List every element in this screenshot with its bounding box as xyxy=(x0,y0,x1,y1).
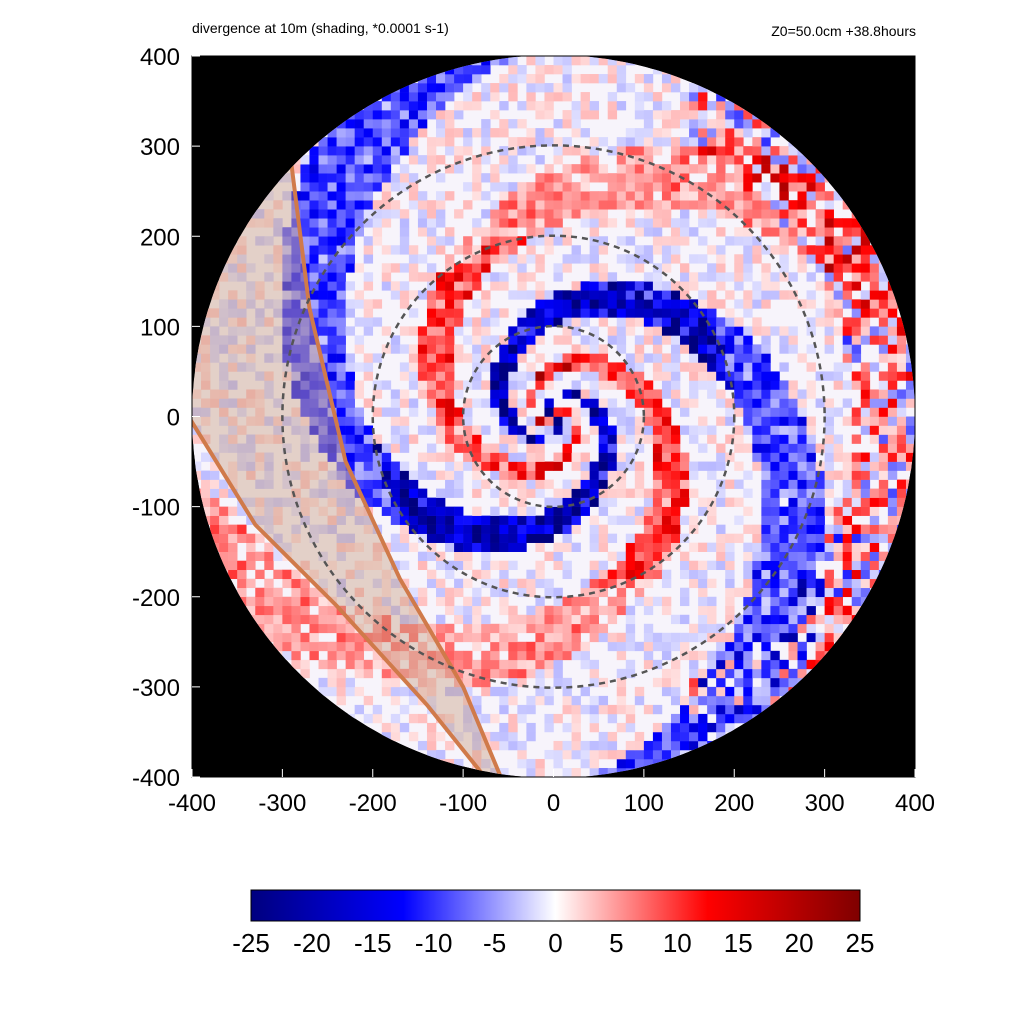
chart-info: Z0=50.0cm +38.8hours xyxy=(771,23,916,39)
colorbar-tick-label: -10 xyxy=(415,928,453,958)
x-tick-label: -100 xyxy=(439,790,487,817)
range-ring xyxy=(371,234,736,599)
y-tick-label: 400 xyxy=(140,44,180,71)
colorbar-tick-label: -5 xyxy=(483,928,506,958)
range-rings xyxy=(281,144,826,689)
colorbar-tick-label: 0 xyxy=(548,928,562,958)
x-tick-label: 200 xyxy=(714,790,754,817)
x-tick-label: 400 xyxy=(895,790,935,817)
x-tick-label: 0 xyxy=(547,790,560,817)
colorbar-tick-label: 25 xyxy=(846,928,875,958)
x-tick-label: 300 xyxy=(805,790,845,817)
colorbar-tick-label: 10 xyxy=(663,928,692,958)
chart-title: divergence at 10m (shading, *0.0001 s-1) xyxy=(192,20,449,36)
range-ring xyxy=(461,324,646,509)
range-ring xyxy=(281,144,826,689)
y-tick-label: 300 xyxy=(140,134,180,161)
colorbar-tick-label: -20 xyxy=(293,928,331,958)
land-region xyxy=(192,55,511,778)
y-tick-label: -100 xyxy=(132,495,180,522)
y-tick-label: -400 xyxy=(132,765,180,792)
colorbar-tick-label: -15 xyxy=(354,928,392,958)
colorbar: -25 -20 -15 -10 -5 0 5 10 15 20 25 xyxy=(232,889,875,958)
y-tick-label: -200 xyxy=(132,585,180,612)
colorbar-tick-label: 20 xyxy=(785,928,814,958)
x-axis: -400 -300 -200 -100 0 100 200 300 400 xyxy=(168,769,935,817)
y-tick-label: 100 xyxy=(140,314,180,341)
divergence-field xyxy=(192,55,915,778)
colorbar-tick-label: 15 xyxy=(724,928,753,958)
colorbar-tick-label: -25 xyxy=(232,928,270,958)
y-tick-label: -300 xyxy=(132,675,180,702)
y-axis: 400 300 200 100 0 -100 -200 -300 -400 xyxy=(132,44,200,792)
x-tick-label: -300 xyxy=(258,790,306,817)
x-tick-label: -400 xyxy=(168,790,216,817)
colorbar-gradient xyxy=(250,889,861,922)
y-tick-label: 0 xyxy=(167,405,180,432)
x-tick-label: 100 xyxy=(624,790,664,817)
y-tick-label: 200 xyxy=(140,224,180,251)
x-tick-label: -200 xyxy=(349,790,397,817)
colorbar-tick-label: 5 xyxy=(609,928,623,958)
